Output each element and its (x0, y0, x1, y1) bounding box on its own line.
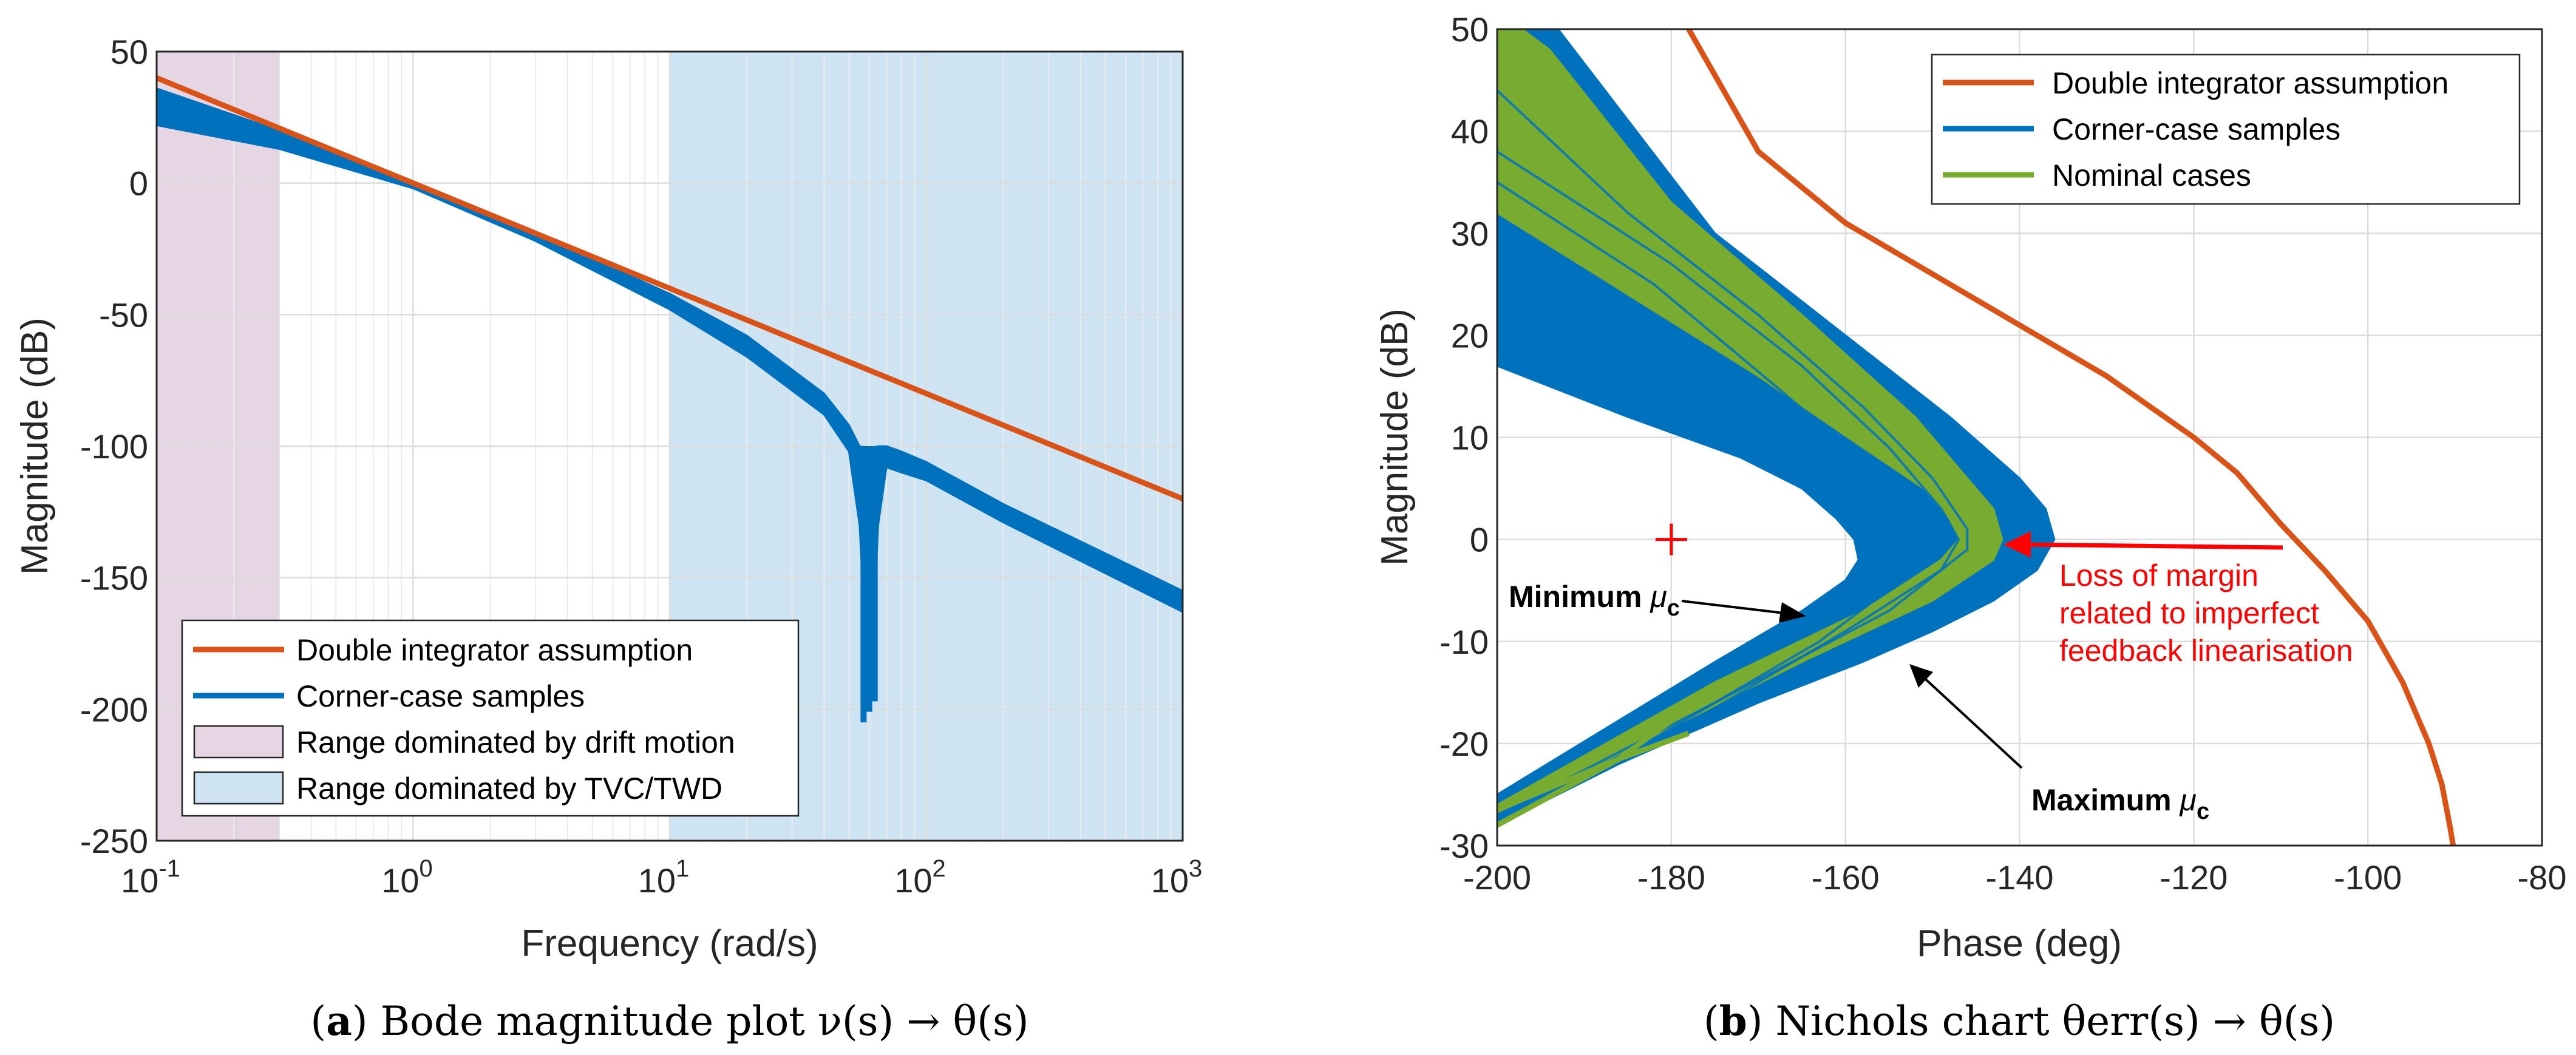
legend-label-corner-case-b: Corner-case samples (2052, 112, 2340, 146)
bode-xtick-label: 101 (638, 855, 690, 900)
nichols-tick-labels: -200 -180 -160 -140 -120 -100 -80 50 40 30 20 10 0 -1… (1439, 10, 2566, 897)
annotation-minimum-arrow (1681, 600, 1795, 616)
legend-label-tvc-band: Range dominated by TVC/TWD (296, 772, 722, 806)
bode-ytick-label: -50 (99, 296, 148, 334)
annotation-maximum-label: Maximum (2031, 783, 2172, 817)
bode-xtick-exponent: 2 (933, 855, 946, 882)
nichols-panel: -200 -180 -160 -140 -120 -100 -80 50 40 30 20 10 0 -1… (1374, 10, 2566, 1045)
bode-ytick-label: -150 (80, 559, 148, 597)
bode-caption-letter: a (326, 997, 352, 1045)
annotation-margin-arrowhead (2003, 531, 2031, 558)
bode-ytick-label: -250 (80, 822, 148, 860)
nichols-axes-frame (1496, 28, 2543, 847)
nichols-caption-text: Nichols chart θerr(s) → θ(s) (1776, 998, 2336, 1045)
annotation-margin-line-2: related to imperfect (2059, 596, 2319, 630)
bode-ytick-label: -200 (80, 690, 148, 728)
nichols-crossing-line (1497, 730, 1690, 828)
bode-xtick-exponent: 0 (420, 855, 433, 882)
annotation-margin-line-1: Loss of margin (2059, 558, 2258, 592)
nichols-annotations: Minimum μc Maximum μc Loss of margin rel… (1509, 531, 2353, 824)
nichols-ytick-label: -30 (1439, 827, 1489, 865)
nichols-caption: (b) Nichols chart θerr(s) → θ(s) (1704, 997, 2335, 1045)
legend-swatch-tvc-band (193, 771, 284, 805)
bode-xtick-base: 10 (1151, 861, 1189, 900)
bode-xtick-base: 10 (638, 861, 676, 900)
nichols-xtick-label: -80 (2518, 858, 2567, 897)
bode-ytick-label: 0 (129, 165, 148, 203)
nichols-ytick-label: 30 (1451, 214, 1489, 253)
nichols-ytick-label: -10 (1439, 623, 1489, 661)
annotation-maximum-mu-symbol: μ (2179, 783, 2197, 817)
annotation-maximum-arrow (1918, 673, 2023, 769)
bode-xtick-label: 10-1 (121, 855, 180, 900)
legend-label-corner-case: Corner-case samples (296, 679, 585, 713)
bode-xtick-label: 100 (381, 855, 433, 900)
bode-xlabel: Frequency (rad/s) (521, 923, 818, 965)
nichols-xtick-label: -140 (1985, 858, 2053, 897)
annotation-maximum-mu: Maximum μc (2031, 783, 2209, 824)
nichols-ytick-label: 40 (1451, 112, 1489, 151)
nichols-double-integrator-line (1686, 29, 2456, 846)
nichols-strand (1497, 89, 1969, 816)
bode-caption-text: Bode magnitude plot ν(s) → θ(s) (381, 998, 1029, 1045)
annotation-maximum-arrowhead (1909, 664, 1933, 688)
nichols-strand (1497, 151, 1960, 816)
nichols-ytick-label: 50 (1451, 10, 1489, 49)
legend-swatch-drift-band (193, 725, 284, 759)
bode-caption: (a) Bode magnitude plot ν(s) → θ(s) (310, 997, 1028, 1045)
nichols-xlabel: Phase (deg) (1917, 923, 2122, 965)
nichols-ylabel: Magnitude (dB) (1374, 308, 1416, 566)
legend-label-double-integrator: Double integrator assumption (296, 633, 693, 667)
annotation-minimum-mu: Minimum μc (1509, 580, 1680, 621)
bode-xtick-base: 10 (121, 861, 158, 900)
bode-xtick-base: 10 (381, 861, 419, 900)
bode-legend-box (181, 619, 800, 817)
nichols-legend-box (1931, 53, 2521, 205)
bode-legend: Double integrator assumption Corner-case… (181, 619, 800, 817)
bode-ytick-label: 50 (110, 33, 148, 71)
annotation-margin-line-3: feedback linearisation (2059, 634, 2353, 668)
legend-label-double-integrator-b: Double integrator assumption (2052, 66, 2449, 100)
bode-ytick-label: -100 (80, 427, 148, 466)
bode-xtick-exponent: 3 (1189, 855, 1202, 882)
nichols-caption-letter: b (1719, 997, 1747, 1045)
bode-xtick-exponent: -1 (158, 855, 180, 882)
nichols-xtick-label: -120 (2160, 858, 2228, 897)
annotation-minimum-sub: c (1667, 595, 1680, 621)
bode-ylabel: Magnitude (dB) (14, 317, 56, 575)
nichols-xtick-label: -160 (1812, 858, 1880, 897)
annotation-maximum-sub: c (2197, 799, 2209, 824)
nichols-series (1497, 29, 2456, 846)
nichols-ytick-label: 0 (1470, 521, 1489, 559)
legend-label-drift-band: Range dominated by drift motion (296, 725, 735, 759)
nichols-xtick-label: -180 (1637, 858, 1705, 897)
nichols-ytick-label: -20 (1439, 725, 1489, 763)
annotation-minimum-mu-symbol: μ (1649, 580, 1667, 614)
bode-axes-frame (155, 50, 1184, 842)
annotation-margin-arrow (2020, 542, 2283, 550)
annotation-minimum-arrowhead (1779, 602, 1806, 623)
bode-xtick-base: 10 (894, 861, 932, 900)
bode-double-integrator-line (155, 75, 1184, 501)
nichols-ytick-label: 10 (1451, 419, 1489, 457)
bode-xtick-exponent: 1 (676, 855, 689, 882)
legend-label-nominal-b: Nominal cases (2052, 158, 2251, 192)
nichols-xtick-label: -100 (2334, 858, 2402, 897)
bode-xtick-label: 102 (894, 855, 946, 900)
nichols-legend: Double integrator assumption Corner-case… (1931, 53, 2521, 205)
nichols-ytick-label: 20 (1451, 316, 1489, 354)
nichols-xtick-label: -200 (1463, 858, 1531, 897)
bode-xtick-label: 103 (1151, 855, 1203, 900)
annotation-minimum-label: Minimum (1509, 580, 1642, 614)
